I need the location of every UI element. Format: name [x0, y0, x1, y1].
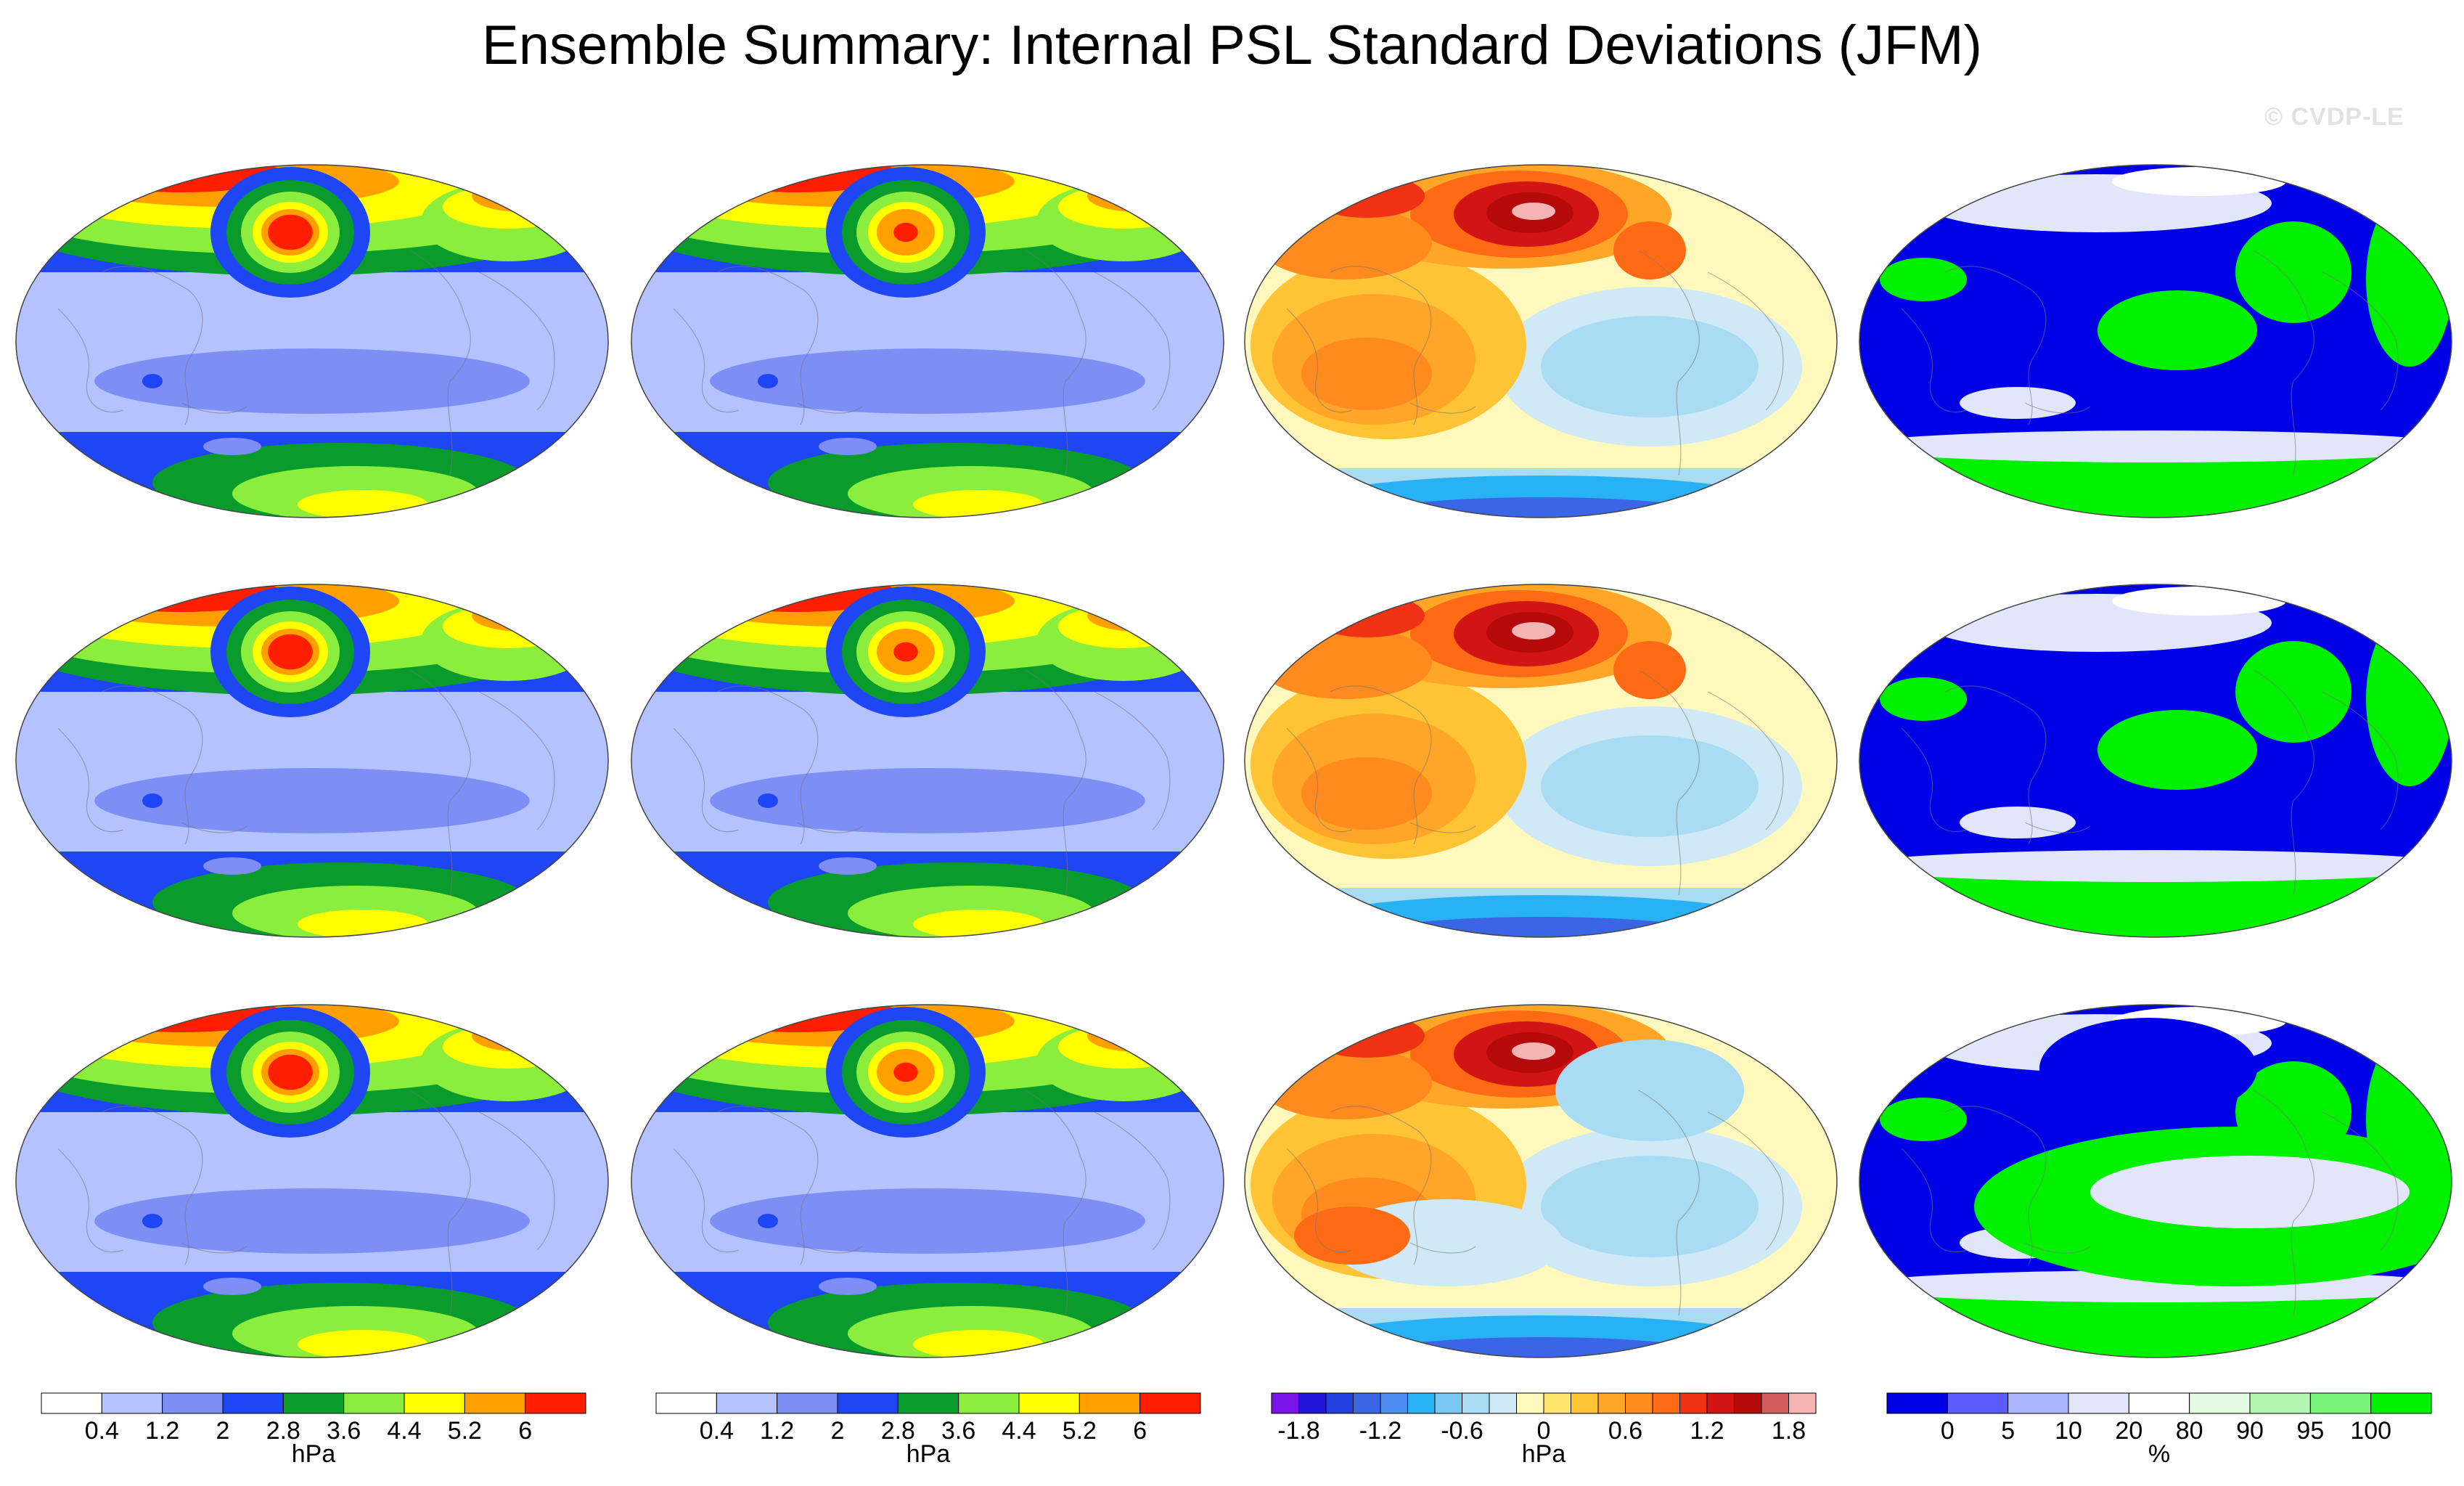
colorbar-tick-label: 3.6 [941, 1417, 976, 1445]
colorbar-swatch [222, 1392, 284, 1414]
colorbar-swatch [2189, 1392, 2251, 1414]
colorbar-tick-label: 2.8 [266, 1417, 300, 1445]
colorbar-swatch [1298, 1392, 1327, 1414]
colorbar-swatch [1462, 1392, 1490, 1414]
difference-map-3 [1244, 1004, 1838, 1358]
colorbar-swatch [1271, 1392, 1299, 1414]
colorbar-swatch [1078, 1392, 1141, 1414]
colorbar-tick-label: 0 [1940, 1417, 1955, 1445]
colorbar-tick-label: 5.2 [1062, 1417, 1097, 1445]
colorbar-tick-label: 1.2 [1690, 1417, 1724, 1445]
colorbar-swatch [1139, 1392, 1201, 1414]
colorbar-swatch [162, 1392, 224, 1414]
colorbar-swatch [1625, 1392, 1653, 1414]
colorbar-swatch [343, 1392, 405, 1414]
colorbar-swatch [282, 1392, 345, 1414]
colorbar-swatch [1434, 1392, 1462, 1414]
colorbar-tick-label: 4.4 [387, 1417, 422, 1445]
colorbar-tick-label: 2.8 [880, 1417, 915, 1445]
difference-map-2 [1244, 584, 1838, 938]
obs-stddev-map-1 [631, 164, 1224, 518]
colorbar-tick-label: 5.2 [447, 1417, 482, 1445]
colorbar-swatch [41, 1392, 102, 1414]
colorbar-swatch [1407, 1392, 1436, 1414]
colorbar-swatch [1788, 1392, 1817, 1414]
colorbar-tick-label: 4.4 [1002, 1417, 1036, 1445]
watermark: © CVDP-LE [2264, 103, 2404, 131]
colorbar-swatch [1652, 1392, 1680, 1414]
colorbar-tick-label: 95 [2296, 1417, 2325, 1445]
model-stddev-map-3 [15, 1004, 609, 1358]
colorbar-tick-label: -1.2 [1359, 1417, 1402, 1445]
colorbar-tick-label: 6 [518, 1417, 533, 1445]
colorbar-tick-label: 2 [830, 1417, 845, 1445]
colorbar-swatch [2128, 1392, 2190, 1414]
colorbar-swatch [1761, 1392, 1789, 1414]
colorbar-swatch [1516, 1392, 1544, 1414]
colorbar-swatch [1353, 1392, 1381, 1414]
colorbar-swatch [897, 1392, 959, 1414]
colorbar-units-label: hPa [291, 1440, 336, 1468]
colorbar-tick-label: 0.4 [84, 1417, 119, 1445]
obs-stddev-map-3 [631, 1004, 1224, 1358]
colorbar-swatch [1489, 1392, 1517, 1414]
colorbar-tick-label: 1.2 [145, 1417, 180, 1445]
colorbar-swatch [1380, 1392, 1408, 1414]
difference-map-1 [1244, 164, 1838, 518]
colorbar-tick-label: 0 [1536, 1417, 1551, 1445]
colorbar-tick-label: 90 [2236, 1417, 2264, 1445]
colorbar-tick-label: -0.6 [1441, 1417, 1483, 1445]
colorbar-swatch [2249, 1392, 2311, 1414]
colorbar-swatch [1734, 1392, 1762, 1414]
colorbar-tick-label: 1.8 [1771, 1417, 1806, 1445]
colorbar-tick-label: 10 [2055, 1417, 2082, 1445]
colorbar-units-label: % [2148, 1440, 2171, 1468]
colorbar-swatch [1706, 1392, 1735, 1414]
colorbar-units-label: hPa [906, 1440, 951, 1468]
colorbar-swatch [2007, 1392, 2069, 1414]
colorbar-swatch [777, 1392, 838, 1414]
colorbar-swatch [1597, 1392, 1626, 1414]
colorbar-swatch [2068, 1392, 2129, 1414]
colorbar-swatch [1018, 1392, 1080, 1414]
obs-stddev-map-2 [631, 584, 1224, 938]
colorbar-swatch [2309, 1392, 2372, 1414]
colorbar-swatch [525, 1392, 586, 1414]
main-title: Ensemble Summary: Internal PSL Standard … [482, 15, 1982, 76]
colorbar-swatch [1679, 1392, 1708, 1414]
colorbar-tick-label: 1.2 [760, 1417, 795, 1445]
model-stddev-map-2 [15, 584, 609, 938]
colorbar-tick-label: 3.6 [327, 1417, 361, 1445]
colorbar-swatch [1886, 1392, 1948, 1414]
colorbar-swatch [958, 1392, 1020, 1414]
colorbar-swatch [101, 1392, 163, 1414]
rank-map-2 [1859, 584, 2452, 938]
colorbar-swatch [716, 1392, 778, 1414]
colorbar-swatch [837, 1392, 899, 1414]
model-stddev-map-1 [15, 164, 609, 518]
colorbar-swatch [655, 1392, 717, 1414]
colorbar-tick-label: -1.8 [1277, 1417, 1320, 1445]
colorbar-swatch [464, 1392, 526, 1414]
colorbar-tick-label: 0.6 [1608, 1417, 1643, 1445]
colorbar-tick-label: 80 [2175, 1417, 2203, 1445]
colorbar-swatch [1571, 1392, 1599, 1414]
rank-map-1 [1859, 164, 2452, 518]
colorbar-swatch [1543, 1392, 1571, 1414]
colorbar-swatch [1325, 1392, 1354, 1414]
colorbar-units-label: hPa [1521, 1440, 1566, 1468]
colorbar-tick-label: 100 [2350, 1417, 2392, 1445]
colorbar-swatch [2370, 1392, 2432, 1414]
colorbar-tick-label: 20 [2115, 1417, 2143, 1445]
colorbar-tick-label: 6 [1133, 1417, 1147, 1445]
colorbar-tick-label: 5 [2001, 1417, 2015, 1445]
colorbar-tick-label: 0.4 [699, 1417, 734, 1445]
colorbar-tick-label: 2 [216, 1417, 230, 1445]
rank-map-3 [1859, 1004, 2452, 1358]
colorbar-swatch [1947, 1392, 2009, 1414]
colorbar-swatch [404, 1392, 465, 1414]
